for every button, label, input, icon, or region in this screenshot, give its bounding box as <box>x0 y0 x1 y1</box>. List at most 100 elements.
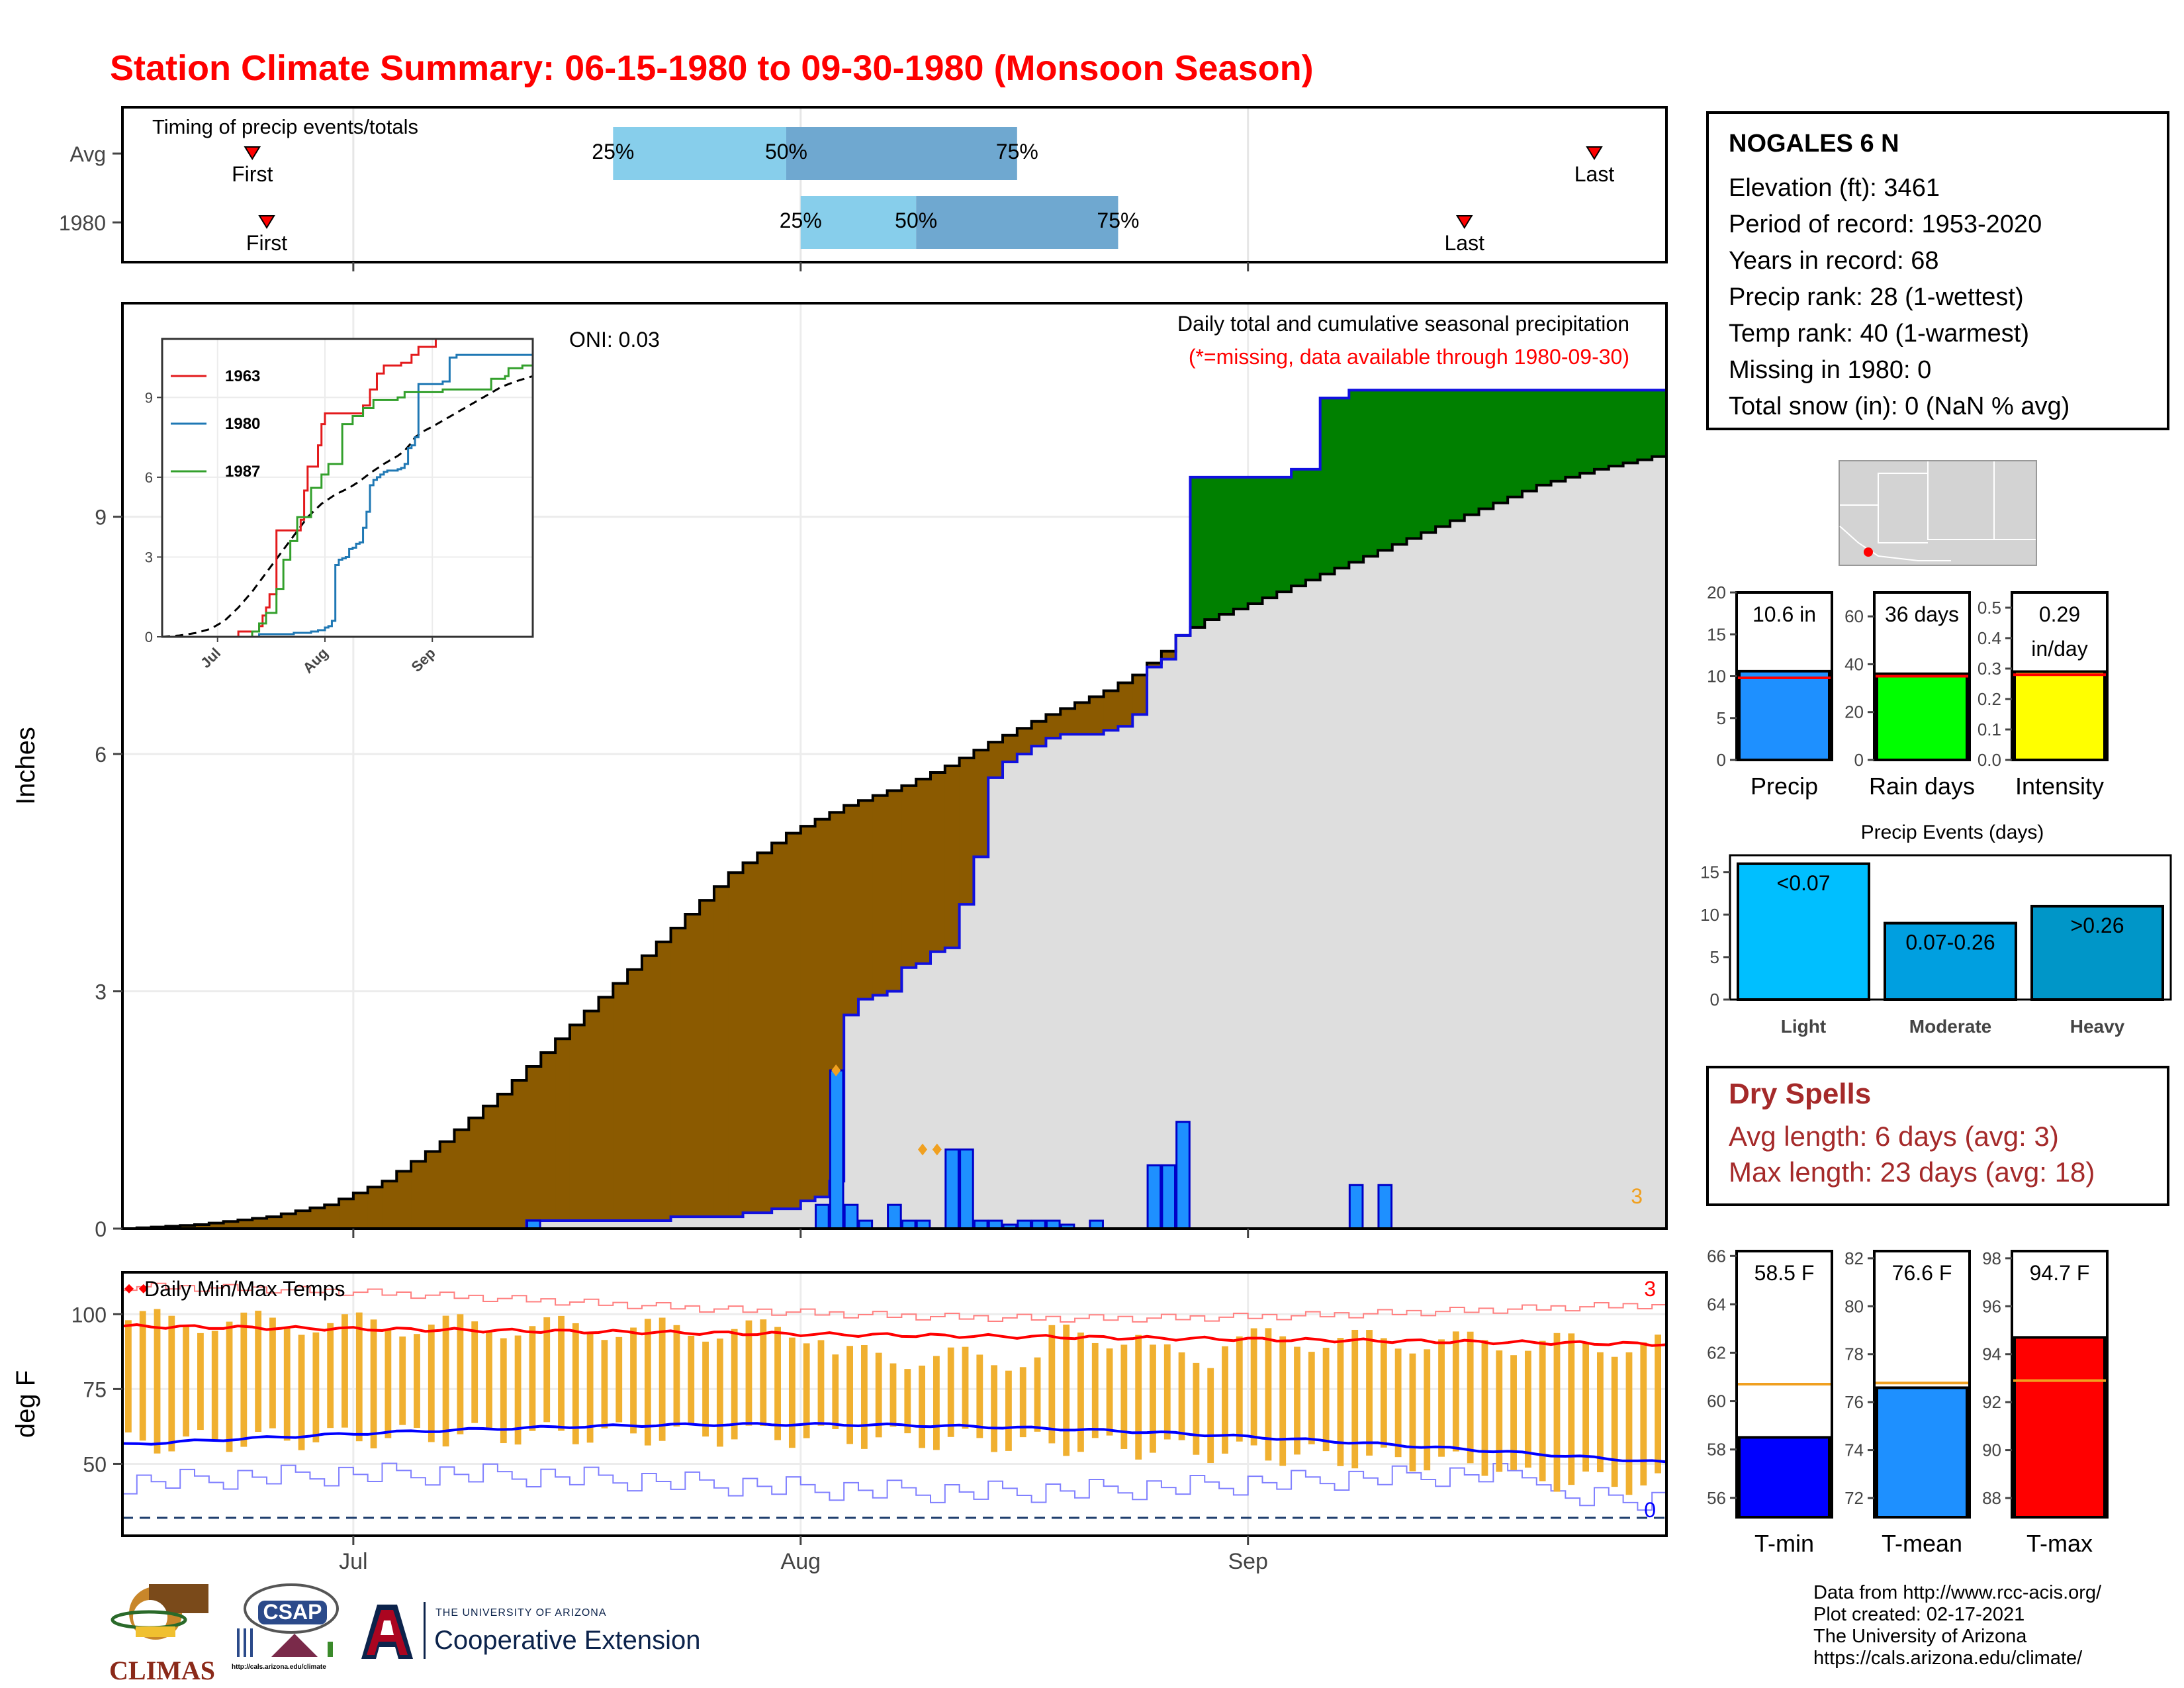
daily-temp-bar <box>1394 1348 1402 1458</box>
mini-panel-y-tick-label: 62 <box>1707 1342 1726 1362</box>
climas-logo-text: CLIMAS <box>109 1656 216 1685</box>
record-marker <box>831 1064 841 1077</box>
record-marker <box>932 1143 942 1156</box>
daily-temp-bar <box>688 1335 695 1424</box>
deficit-fill <box>295 1211 311 1229</box>
cumulative-precip-chart: 0 3 6 9 Inches ONI: 0.03 Daily total and cumul… <box>11 302 1668 1241</box>
x-tick-label: Jul <box>339 1549 367 1574</box>
daily-temp-bar <box>1222 1346 1228 1454</box>
station-info-line: Total snow (in): 0 (NaN % avg) <box>1729 393 2070 420</box>
inset-legend-label: 1963 <box>225 367 260 385</box>
daily-temp-bar <box>1091 1342 1099 1438</box>
deficit-fill <box>555 1039 570 1221</box>
daily-temp-bar <box>1106 1348 1113 1436</box>
daily-temp-bar <box>255 1311 262 1432</box>
deficit-fill <box>627 969 643 1221</box>
daily-precip-bar <box>829 1069 844 1230</box>
deficit-fill <box>700 900 715 1217</box>
inset-legend-label: 1980 <box>225 415 260 433</box>
csap-cloud-icon: CSAP <box>237 1583 339 1657</box>
timing-bar-q25-q50 <box>800 196 917 249</box>
mini-panel-y-tick-label: 0 <box>1717 750 1726 770</box>
daily-temp-bar <box>399 1336 406 1425</box>
daily-temp-bar <box>630 1327 637 1434</box>
ua-big-text: Cooperative Extension <box>434 1626 701 1655</box>
daily-temp-bar <box>760 1319 767 1427</box>
deficit-fill <box>959 758 975 905</box>
daily-temp-bar <box>745 1320 752 1426</box>
credit-line: https://cals.arizona.edu/climate/ <box>1813 1648 2083 1669</box>
daily-temp-bar <box>947 1347 954 1437</box>
daily-temp-bar <box>1496 1350 1503 1472</box>
avg-cumulative-line <box>122 453 1668 1230</box>
deficit-fill <box>541 1053 556 1221</box>
deficit-fill <box>786 833 801 1209</box>
map-border-line <box>1839 526 1951 561</box>
map-background <box>1839 460 2037 566</box>
timing-last-label: Last <box>1574 162 1615 186</box>
daily-temp-bar <box>240 1312 248 1447</box>
daily-temp-bar <box>1452 1331 1459 1452</box>
daily-temp-bar <box>1611 1356 1618 1487</box>
deficit-fill <box>252 1218 267 1229</box>
deficit-fill <box>180 1225 195 1229</box>
precip-y-axis-label: Inches <box>11 727 40 805</box>
logo-divider <box>424 1602 426 1659</box>
surplus-fill <box>1262 477 1277 598</box>
record-marker <box>918 1143 928 1156</box>
deficit-fill <box>454 1129 469 1229</box>
daily-temp-bar <box>226 1321 233 1452</box>
csap-logo: CSAP http://cals.arizona.edu/climate <box>232 1581 351 1680</box>
daily-temp-bar <box>817 1340 825 1426</box>
precip-y-tick-label: 9 <box>95 506 107 530</box>
daily-temp-bar <box>1150 1344 1156 1453</box>
mini-panel-value-label: 10.6 in <box>1752 602 1816 626</box>
credit-line: Plot created: 02-17-2021 <box>1813 1604 2025 1625</box>
timing-first-marker <box>244 146 261 160</box>
daily-temp-bar <box>1005 1370 1012 1451</box>
precip-note: (*=missing, data available through 1980-… <box>1189 345 1629 369</box>
daily-temp-bar <box>457 1314 464 1434</box>
mini-panel-y-tick-label: 0.5 <box>1978 598 2001 618</box>
events-bar-label: >0.26 <box>2071 914 2124 937</box>
inset-y-tick-label: 0 <box>145 629 153 645</box>
timing-frame <box>121 106 1668 263</box>
daily-temp-bar <box>991 1365 998 1452</box>
deficit-fill <box>267 1217 282 1229</box>
mini-panel-y-tick-label: 82 <box>1844 1248 1864 1268</box>
surplus-fill <box>1190 477 1205 628</box>
station-info-line: Missing in 1980: 0 <box>1729 356 1932 384</box>
timing-last-marker <box>1455 215 1473 229</box>
mini-panel-y-tick-label: 0 <box>1854 750 1864 770</box>
x-tick-label: Sep <box>1228 1549 1268 1574</box>
deficit-fill <box>1103 690 1119 731</box>
daily-precip-bar <box>1161 1164 1176 1230</box>
surplus-fill <box>1363 390 1379 557</box>
mini-panel-category-label: Intensity <box>2015 773 2104 800</box>
timing-bar-q50-q75 <box>786 127 1017 180</box>
mini-panel-value-label: 58.5 F <box>1754 1261 1815 1285</box>
deficit-fill <box>1147 663 1162 667</box>
season-totals-chart: 0 5 10 15 20 10.6 in Precip 0 20 40 60 36 days Rain … <box>1707 583 2109 800</box>
daily-temp-bar <box>860 1344 868 1449</box>
daily-temp-bar <box>1163 1344 1171 1440</box>
deficit-fill <box>497 1094 513 1229</box>
daily-temp-bar <box>601 1340 608 1429</box>
events-category-label: Light <box>1781 1016 1826 1037</box>
deficit-fill <box>439 1141 455 1229</box>
daily-temp-bar <box>341 1314 348 1428</box>
mini-panel-bar <box>1876 672 1968 761</box>
mini-panel-category-label: T-mean <box>1882 1530 1962 1557</box>
mini-panel-y-tick-label: 76 <box>1844 1392 1864 1412</box>
daily-temp-bar <box>327 1323 334 1429</box>
daily-temp-bar <box>803 1343 810 1438</box>
precip-corner-label: 3 <box>1631 1184 1643 1208</box>
mini-panel-category-label: Precip <box>1751 773 1818 800</box>
daily-temp-bar <box>1553 1333 1561 1492</box>
surplus-fill <box>1349 390 1364 563</box>
deficit-fill <box>988 742 1003 778</box>
mini-panel-y-tick-label: 98 <box>1982 1248 2001 1268</box>
precip-y-tick-label: 6 <box>95 743 107 767</box>
daily-precip-bar <box>1146 1164 1162 1230</box>
mini-panel-y-tick-label: 58 <box>1707 1440 1726 1460</box>
